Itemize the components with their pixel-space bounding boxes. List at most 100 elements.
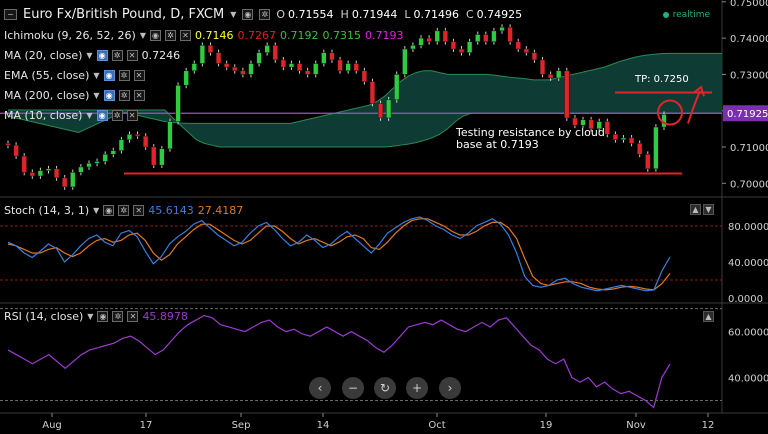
settings-icon[interactable]: ✲ xyxy=(164,29,176,41)
indicator-row: EMA (55, close) ▼ ◉ ✲ ✕ xyxy=(4,67,145,83)
candle-body xyxy=(134,134,141,137)
time-tick-label: Oct xyxy=(428,420,445,431)
eye-icon[interactable]: ◉ xyxy=(149,29,161,41)
candle-body xyxy=(256,52,262,64)
candle-body xyxy=(126,134,133,140)
indicator-value: 0.7146 xyxy=(194,28,234,42)
rsi-settings-icon[interactable]: ✲ xyxy=(112,310,124,322)
candle-body xyxy=(483,34,489,42)
close-icon[interactable]: ✕ xyxy=(126,109,138,121)
indicator-name[interactable]: MA (10, close) xyxy=(4,108,83,122)
up-arrow-head xyxy=(693,85,705,97)
stoch-dropdown-icon[interactable]: ▼ xyxy=(93,205,100,215)
candle-body xyxy=(45,168,52,171)
candle-body xyxy=(637,143,643,155)
chevron-left-icon[interactable]: ‹ xyxy=(309,377,331,399)
candle-body xyxy=(369,81,376,104)
indicator-row: MA (10, close) ▼ ◉ ✲ ✕ xyxy=(4,107,138,123)
candle-body xyxy=(13,144,19,157)
stoch-tick-label: 40.0000 xyxy=(728,258,768,269)
collapse-icon[interactable]: − xyxy=(4,8,17,20)
candle-body xyxy=(523,48,529,53)
chevron-right-icon[interactable]: › xyxy=(439,377,461,399)
annotation-line-1: Testing resistance by cloud xyxy=(456,126,605,139)
indicator-value: 0.7267 xyxy=(237,28,276,42)
rsi-pane-up-icon[interactable]: ▲ xyxy=(703,311,714,322)
indicator-value: 0.7193 xyxy=(364,28,404,42)
reset-icon[interactable]: ↻ xyxy=(374,377,396,399)
rsi-dropdown-icon[interactable]: ▼ xyxy=(87,311,94,321)
candle-body xyxy=(21,155,27,173)
candle-body xyxy=(507,26,513,42)
rsi-name[interactable]: RSI (14, close) xyxy=(4,309,84,323)
eye-icon[interactable]: ◉ xyxy=(96,49,108,61)
close-icon[interactable]: ✕ xyxy=(133,89,145,101)
settings-icon[interactable]: ✲ xyxy=(118,69,130,81)
candle-body xyxy=(385,99,392,119)
indicator-row: Ichimoku (9, 26, 52, 26) ▼ ◉ ✲ ✕ 0.7146 0.7267… xyxy=(4,27,403,43)
candle-body xyxy=(78,166,84,173)
candle-body xyxy=(248,63,254,75)
indicator-name[interactable]: MA (20, close) xyxy=(4,48,83,62)
eye-icon[interactable]: ◉ xyxy=(103,69,115,81)
highlight-circle xyxy=(657,99,683,126)
indicator-dropdown-icon[interactable]: ▼ xyxy=(93,90,100,100)
eye-icon[interactable]: ◉ xyxy=(103,89,115,101)
settings-icon[interactable]: ✲ xyxy=(118,89,130,101)
rsi-line xyxy=(7,314,671,409)
candle-body xyxy=(288,63,295,68)
indicator-row: MA (200, close) ▼ ◉ ✲ ✕ xyxy=(4,87,145,103)
rsi-close-icon[interactable]: ✕ xyxy=(127,310,139,322)
symbol-title[interactable]: Euro Fx/British Pound, D, FXCM xyxy=(23,6,225,22)
stoch-pane-up-icon[interactable]: ▲ xyxy=(690,204,701,215)
candle-body xyxy=(5,143,11,146)
candle-body xyxy=(296,63,303,72)
candle-body xyxy=(564,70,570,119)
indicator-name[interactable]: Ichimoku (9, 26, 52, 26) xyxy=(4,28,136,42)
time-tick-label: 19 xyxy=(540,420,553,431)
price-tick-label: 0.70000 xyxy=(730,179,768,190)
plus-icon[interactable]: + xyxy=(406,377,428,399)
time-tick-label: 12 xyxy=(702,420,715,431)
candle-body xyxy=(645,154,651,170)
indicator-name[interactable]: MA (200, close) xyxy=(4,88,90,102)
close-icon[interactable]: ✕ xyxy=(179,29,191,41)
candle-body xyxy=(612,134,619,140)
rsi-legend: RSI (14, close) ▼ ◉ ✲ ✕ 45.8978 xyxy=(4,308,188,324)
indicator-dropdown-icon[interactable]: ▼ xyxy=(93,70,100,80)
candle-body xyxy=(531,52,538,61)
eye-icon[interactable]: ◉ xyxy=(242,8,254,20)
time-tick-label: 14 xyxy=(317,420,330,431)
candle-body xyxy=(653,126,659,170)
close-icon[interactable]: ✕ xyxy=(133,69,145,81)
ohlc-value: 0.71496 xyxy=(413,7,459,21)
candle-body xyxy=(539,59,546,75)
rsi-eye-icon[interactable]: ◉ xyxy=(97,310,109,322)
candle-body xyxy=(547,74,554,79)
indicator-dropdown-icon[interactable]: ▼ xyxy=(86,110,93,120)
stoch-tick-label: 80.0000 xyxy=(728,222,768,233)
indicator-value: 0.7192 xyxy=(279,28,319,42)
symbol-dropdown-icon[interactable]: ▼ xyxy=(230,9,237,19)
chart-title-bar: − Euro Fx/British Pound, D, FXCM ▼ ◉ ✲ O… xyxy=(4,5,529,23)
stoch-name[interactable]: Stoch (14, 3, 1) xyxy=(4,203,90,217)
settings-icon[interactable]: ✲ xyxy=(111,109,123,121)
candle-body xyxy=(313,63,319,75)
eye-icon[interactable]: ◉ xyxy=(96,109,108,121)
indicator-dropdown-icon[interactable]: ▼ xyxy=(139,30,146,40)
close-icon[interactable]: ✕ xyxy=(126,49,138,61)
settings-icon[interactable]: ✲ xyxy=(111,49,123,61)
stoch-pane-down-icon[interactable]: ▼ xyxy=(703,204,714,215)
settings-icon[interactable]: ✲ xyxy=(259,8,271,20)
stoch-settings-icon[interactable]: ✲ xyxy=(118,204,130,216)
stoch-close-icon[interactable]: ✕ xyxy=(133,204,145,216)
minus-icon[interactable]: − xyxy=(342,377,364,399)
candle-body xyxy=(207,45,214,53)
stoch-eye-icon[interactable]: ◉ xyxy=(103,204,115,216)
time-tick-label: Aug xyxy=(42,420,62,431)
indicator-name[interactable]: EMA (55, close) xyxy=(4,68,90,82)
candle-body xyxy=(410,45,416,50)
indicator-dropdown-icon[interactable]: ▼ xyxy=(86,50,93,60)
price-tick-label: 0.75000 xyxy=(730,0,768,9)
